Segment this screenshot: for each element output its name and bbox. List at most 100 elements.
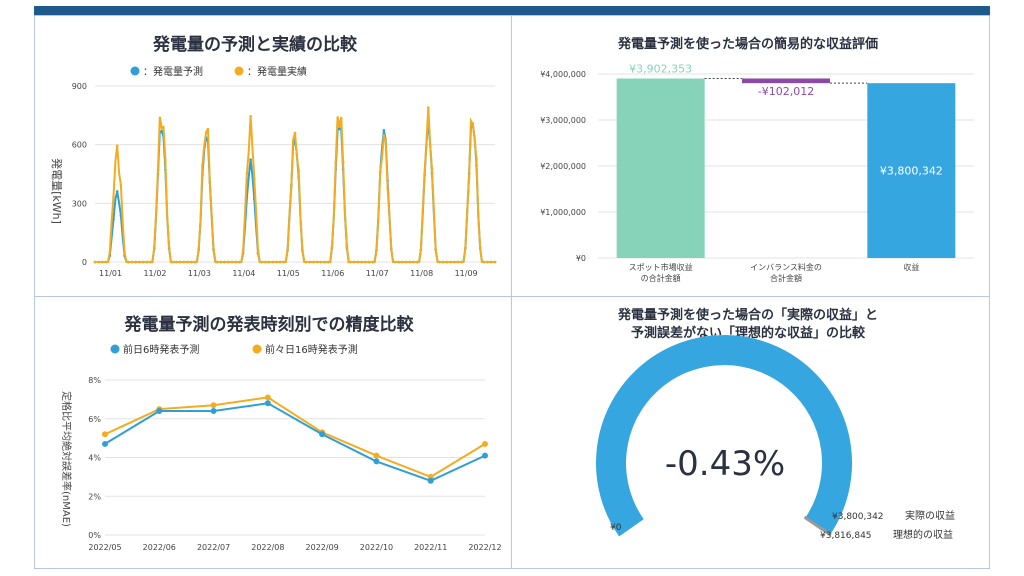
data-point bbox=[223, 260, 226, 264]
data-point bbox=[175, 260, 178, 264]
data-point bbox=[238, 260, 241, 264]
y-axis-label: 発電量[kWh] bbox=[50, 158, 64, 224]
data-point bbox=[212, 247, 215, 250]
data-point bbox=[275, 260, 278, 264]
data-point bbox=[401, 260, 404, 264]
gauge-max-label: ¥3,816,845 bbox=[820, 531, 872, 541]
y-tick-label: 900 bbox=[72, 82, 87, 91]
data-point bbox=[230, 260, 234, 264]
data-point bbox=[186, 260, 189, 264]
data-point bbox=[373, 458, 380, 465]
data-point bbox=[341, 160, 345, 164]
data-point bbox=[201, 164, 204, 167]
dashboard-frame bbox=[34, 15, 990, 569]
data-point bbox=[112, 195, 115, 198]
legend-marker-actual bbox=[234, 66, 244, 76]
y-tick-label: 0 bbox=[82, 258, 87, 267]
revenue-waterfall-chart: 発電量予測を使った場合の簡易的な収益評価 ¥0 ¥1,000,000 ¥2,000,… bbox=[540, 36, 974, 283]
legend-label-two-days-before: 前々日16時発表予測 bbox=[265, 343, 358, 356]
data-point bbox=[197, 247, 200, 251]
data-point bbox=[271, 260, 275, 264]
data-point bbox=[373, 452, 380, 459]
data-point bbox=[108, 250, 112, 254]
data-point bbox=[267, 260, 271, 264]
y-tick-label: ¥1,000,000 bbox=[540, 208, 586, 217]
x-tick-label: 2022/11 bbox=[414, 543, 447, 552]
legend-label-forecast: ：発電量予測 bbox=[143, 65, 203, 78]
data-point bbox=[456, 260, 460, 264]
revenue-gauge-chart: 発電量予測を使った場合の「実際の収益」と 予測誤差がない「理想的な収益」の比較 … bbox=[596, 307, 955, 541]
bar-imbalance-cost bbox=[742, 78, 830, 84]
data-point bbox=[319, 260, 323, 264]
y-tick-label: 300 bbox=[72, 199, 87, 208]
data-point bbox=[245, 172, 249, 175]
data-point bbox=[127, 260, 130, 264]
data-point bbox=[167, 245, 171, 249]
data-point bbox=[360, 260, 364, 264]
data-point bbox=[190, 260, 193, 264]
y-tick-label: ¥2,000,000 bbox=[540, 162, 586, 171]
data-point bbox=[149, 260, 152, 264]
x-tick-label: 11/09 bbox=[455, 269, 478, 278]
data-point bbox=[219, 260, 223, 264]
x-tick-label: 2022/07 bbox=[197, 543, 230, 552]
gauge-value-name: 実際の収益 bbox=[905, 509, 955, 522]
data-point bbox=[93, 260, 97, 264]
generation-comparison-chart: 発電量の予測と実績の比較 ：発電量予測 ：発電量実績 発電量[kWh] 0 300… bbox=[50, 34, 497, 278]
bar-spot-revenue bbox=[616, 78, 705, 258]
gauge-value-arc bbox=[596, 335, 852, 537]
gauge-max-marker bbox=[803, 515, 832, 537]
data-point bbox=[397, 260, 401, 264]
accuracy-comparison-chart: 発電量予測の発表時刻別での精度比較 前日6時発表予測 前々日16時発表予測 定格… bbox=[60, 314, 502, 552]
y-tick-label: 8% bbox=[88, 376, 101, 385]
y-tick-label: ¥4,000,000 bbox=[540, 70, 586, 79]
x-category-label: 収益 bbox=[903, 262, 919, 272]
data-point bbox=[434, 248, 438, 252]
data-point bbox=[297, 169, 301, 173]
data-point bbox=[115, 190, 119, 193]
y-tick-label: ¥0 bbox=[576, 254, 586, 263]
gauge-max-name: 理想的の収益 bbox=[893, 528, 953, 541]
x-tick-label: 2022/06 bbox=[143, 543, 176, 552]
data-point bbox=[164, 158, 167, 162]
y-tick-label: 2% bbox=[88, 492, 101, 501]
data-point bbox=[427, 106, 430, 109]
data-point bbox=[449, 260, 452, 264]
data-point bbox=[382, 134, 386, 137]
data-point bbox=[482, 260, 486, 264]
data-point bbox=[249, 115, 252, 118]
data-point bbox=[386, 187, 389, 190]
data-point bbox=[102, 440, 108, 447]
data-point bbox=[130, 260, 134, 264]
data-point bbox=[260, 260, 263, 264]
data-point bbox=[393, 260, 397, 264]
data-point bbox=[338, 125, 341, 128]
data-point bbox=[156, 408, 163, 414]
data-point bbox=[364, 260, 367, 264]
data-point bbox=[134, 260, 137, 264]
x-tick-label: 2022/09 bbox=[306, 543, 339, 552]
chart-title: 発電量予測の発表時刻別での精度比較 bbox=[124, 314, 415, 335]
x-tick-label: 2022/08 bbox=[251, 543, 284, 552]
data-point bbox=[115, 144, 119, 147]
data-point bbox=[204, 131, 208, 134]
bar-total-revenue bbox=[867, 83, 956, 258]
data-point bbox=[315, 260, 319, 264]
data-point bbox=[156, 168, 160, 172]
data-point bbox=[334, 161, 338, 164]
data-label-total-revenue: ¥3,800,342 bbox=[880, 165, 943, 178]
gauge-min-label: ¥0 bbox=[610, 523, 622, 533]
gauge-value-label: ¥3,800,342 bbox=[832, 512, 884, 522]
data-point bbox=[482, 452, 488, 459]
data-point bbox=[356, 260, 360, 264]
data-point bbox=[478, 246, 482, 250]
x-tick-label: 11/08 bbox=[410, 269, 433, 278]
x-category-label: インバランス料金の bbox=[750, 262, 822, 272]
data-label-spot-revenue: ¥3,902,353 bbox=[629, 62, 692, 75]
chart-title: 発電量予測を使った場合の簡易的な収益評価 bbox=[617, 36, 878, 52]
data-point bbox=[160, 126, 163, 130]
data-point bbox=[256, 249, 260, 252]
data-point bbox=[371, 260, 375, 264]
data-point bbox=[319, 431, 326, 438]
horizontal-divider bbox=[34, 296, 990, 297]
